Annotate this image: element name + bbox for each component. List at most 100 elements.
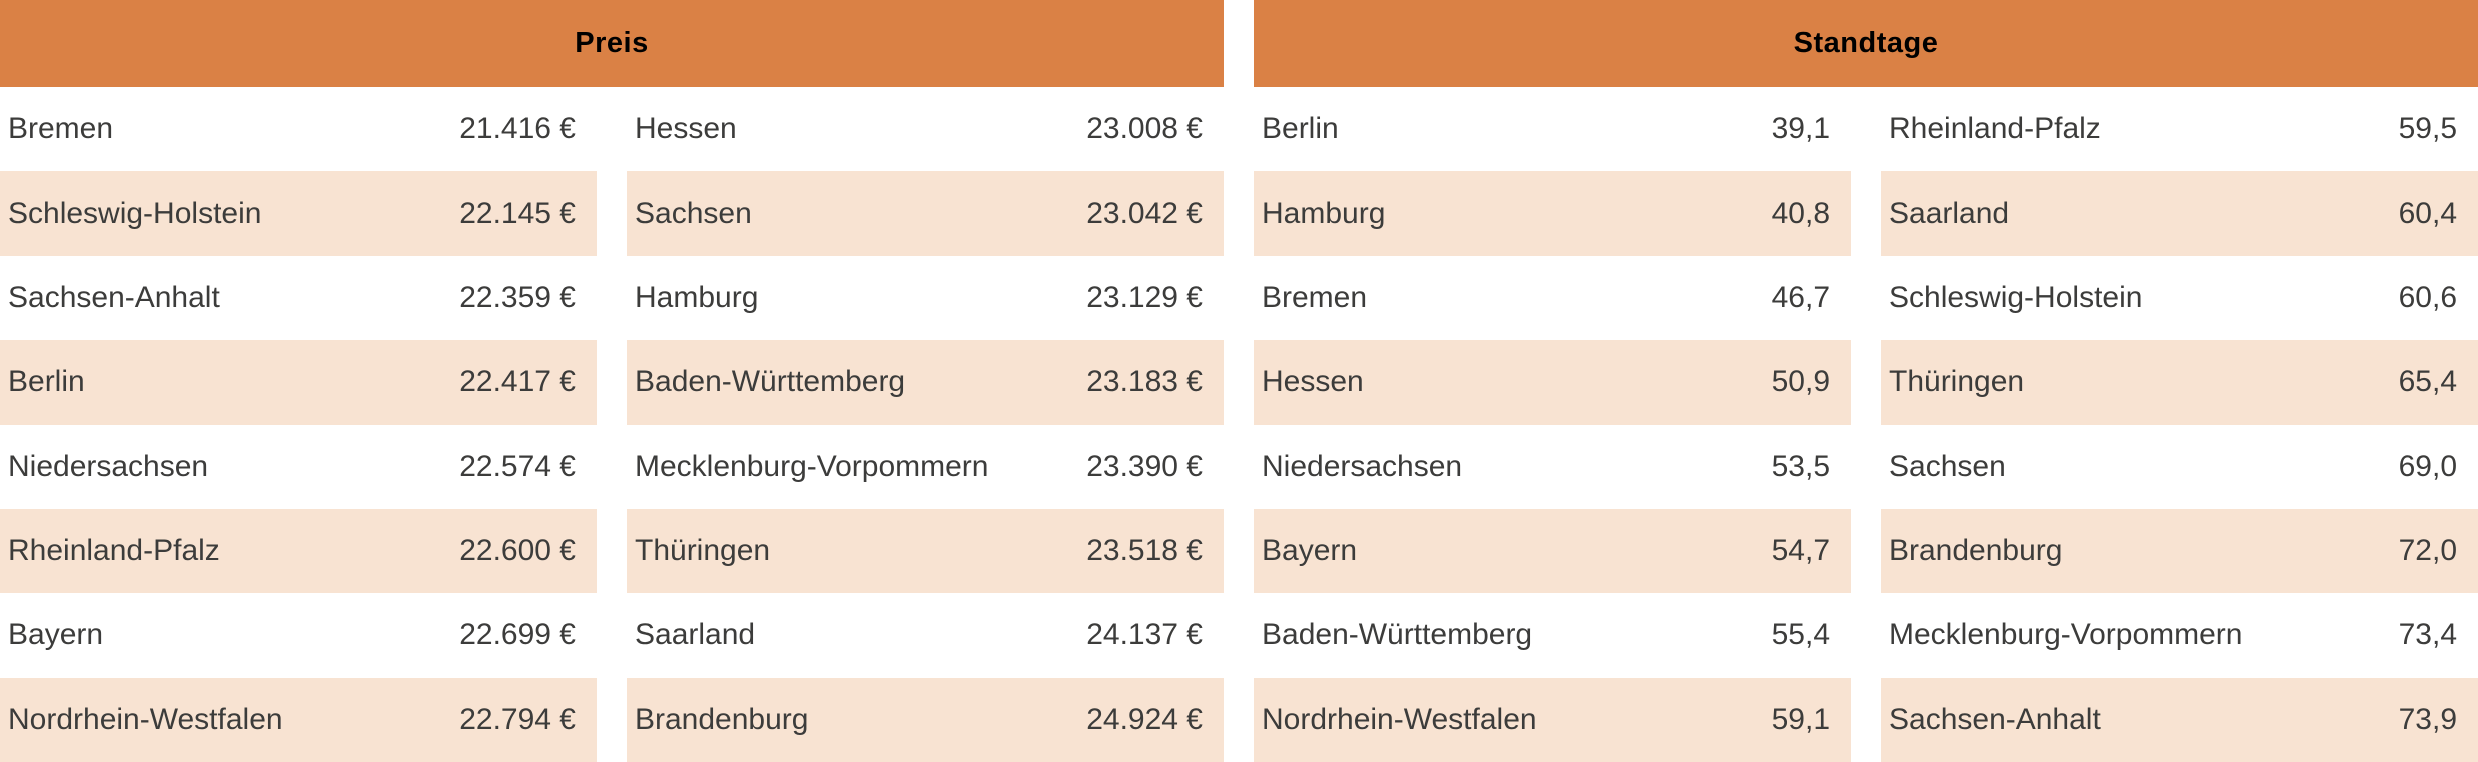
table-cell: Berlin 39,1 <box>1254 87 1851 172</box>
state-label: Bayern <box>8 618 104 652</box>
table-cell: Hessen 50,9 <box>1254 340 1851 425</box>
table-cell: Brandenburg 72,0 <box>1881 508 2478 594</box>
state-label: Sachsen <box>635 196 752 230</box>
table-cell: Thüringen 23.518 € <box>627 508 1224 594</box>
table-cell: Mecklenburg-Vorpommern 23.390 € <box>627 424 1224 509</box>
state-label: Berlin <box>1262 112 1339 146</box>
state-label: Brandenburg <box>1889 534 2063 568</box>
state-label: Rheinland-Pfalz <box>1889 112 2101 146</box>
state-value: 22.359 € <box>459 280 576 314</box>
state-value: 54,7 <box>1771 534 1830 568</box>
state-value: 73,9 <box>2398 702 2457 736</box>
table-cell: Niedersachsen 53,5 <box>1254 424 1851 509</box>
state-value: 65,4 <box>2398 365 2457 399</box>
state-label: Sachsen-Anhalt <box>8 280 220 314</box>
state-value: 21.416 € <box>459 112 576 146</box>
table-row: Sachsen-Anhalt 22.359 € Hamburg 23.129 €… <box>0 255 2478 341</box>
preis-title: Preis <box>575 27 649 59</box>
state-value: 22.600 € <box>459 534 576 568</box>
state-label: Hamburg <box>1262 196 1386 230</box>
state-label: Rheinland-Pfalz <box>8 534 220 568</box>
state-label: Bremen <box>1262 280 1368 314</box>
state-value: 23.042 € <box>1086 196 1203 230</box>
table-cell: Niedersachsen 22.574 € <box>0 424 597 509</box>
table-cell: Bayern 22.699 € <box>0 593 597 678</box>
state-label: Schleswig-Holstein <box>8 196 262 230</box>
preis-table-header: Preis <box>0 0 1224 87</box>
table-row: Bremen 21.416 € Hessen 23.008 € Berlin 3… <box>0 87 2478 172</box>
state-label: Mecklenburg-Vorpommern <box>1889 618 2243 652</box>
standtage-table-header: Standtage <box>1254 0 2478 87</box>
state-value: 23.183 € <box>1086 365 1203 399</box>
state-label: Hamburg <box>635 280 759 314</box>
table-row: Nordrhein-Westfalen 22.794 € Brandenburg… <box>0 677 2478 762</box>
state-value: 22.417 € <box>459 365 576 399</box>
standtage-title: Standtage <box>1793 27 1939 59</box>
state-label: Mecklenburg-Vorpommern <box>635 449 989 483</box>
state-label: Saarland <box>1889 196 2010 230</box>
table-cell: Schleswig-Holstein 60,6 <box>1881 255 2478 341</box>
table-cell: Saarland 24.137 € <box>627 593 1224 678</box>
table-row: Schleswig-Holstein 22.145 € Sachsen 23.0… <box>0 171 2478 256</box>
table-row: Niedersachsen 22.574 € Mecklenburg-Vorpo… <box>0 424 2478 509</box>
state-label: Saarland <box>635 618 756 652</box>
state-label: Schleswig-Holstein <box>1889 280 2143 314</box>
table-cell: Baden-Württemberg 23.183 € <box>627 340 1224 425</box>
state-value: 22.145 € <box>459 196 576 230</box>
table-cell: Brandenburg 24.924 € <box>627 677 1224 762</box>
table-cell: Bayern 54,7 <box>1254 508 1851 594</box>
state-value: 46,7 <box>1771 280 1830 314</box>
table-cell: Thüringen 65,4 <box>1881 340 2478 425</box>
state-label: Berlin <box>8 365 85 399</box>
state-value: 24.924 € <box>1086 702 1203 736</box>
table-cell: Hamburg 23.129 € <box>627 255 1224 341</box>
state-value: 60,6 <box>2398 280 2457 314</box>
state-value: 22.794 € <box>459 702 576 736</box>
state-label: Hessen <box>1262 365 1364 399</box>
state-label: Bayern <box>1262 534 1358 568</box>
table-cell: Rheinland-Pfalz 22.600 € <box>0 508 597 594</box>
state-label: Baden-Württemberg <box>635 365 906 399</box>
table-cell: Rheinland-Pfalz 59,5 <box>1881 87 2478 172</box>
state-value: 55,4 <box>1771 618 1830 652</box>
table-row: Berlin 22.417 € Baden-Württemberg 23.183… <box>0 340 2478 425</box>
state-value: 73,4 <box>2398 618 2457 652</box>
state-value: 22.699 € <box>459 618 576 652</box>
state-label: Nordrhein-Westfalen <box>8 702 283 736</box>
table-cell: Hamburg 40,8 <box>1254 171 1851 256</box>
state-label: Baden-Württemberg <box>1262 618 1533 652</box>
table-row: Rheinland-Pfalz 22.600 € Thüringen 23.51… <box>0 508 2478 594</box>
table-cell: Baden-Württemberg 55,4 <box>1254 593 1851 678</box>
state-label: Sachsen <box>1889 449 2006 483</box>
header-row: Preis Standtage <box>0 0 2478 87</box>
table-cell: Hessen 23.008 € <box>627 87 1224 172</box>
state-value: 59,1 <box>1771 702 1830 736</box>
state-label: Nordrhein-Westfalen <box>1262 702 1537 736</box>
table-cell: Sachsen-Anhalt 73,9 <box>1881 677 2478 762</box>
state-value: 23.518 € <box>1086 534 1203 568</box>
table-row: Bayern 22.699 € Saarland 24.137 € Baden-… <box>0 593 2478 678</box>
table-cell: Sachsen-Anhalt 22.359 € <box>0 255 597 341</box>
state-value: 23.390 € <box>1086 449 1203 483</box>
state-value: 22.574 € <box>459 449 576 483</box>
state-label: Sachsen-Anhalt <box>1889 702 2101 736</box>
table-cell: Nordrhein-Westfalen 59,1 <box>1254 677 1851 762</box>
state-value: 40,8 <box>1771 196 1830 230</box>
table-cell: Sachsen 23.042 € <box>627 171 1224 256</box>
table-cell: Mecklenburg-Vorpommern 73,4 <box>1881 593 2478 678</box>
state-value: 60,4 <box>2398 196 2457 230</box>
state-label: Brandenburg <box>635 702 809 736</box>
state-value: 69,0 <box>2398 449 2457 483</box>
table-cell: Schleswig-Holstein 22.145 € <box>0 171 597 256</box>
state-label: Niedersachsen <box>8 449 209 483</box>
state-label: Niedersachsen <box>1262 449 1463 483</box>
state-label: Thüringen <box>635 534 771 568</box>
table-cell: Bremen 21.416 € <box>0 87 597 172</box>
table-cell: Saarland 60,4 <box>1881 171 2478 256</box>
table-cell: Sachsen 69,0 <box>1881 424 2478 509</box>
state-label: Thüringen <box>1889 365 2025 399</box>
state-value: 50,9 <box>1771 365 1830 399</box>
state-value: 59,5 <box>2398 112 2457 146</box>
table-cell: Nordrhein-Westfalen 22.794 € <box>0 677 597 762</box>
